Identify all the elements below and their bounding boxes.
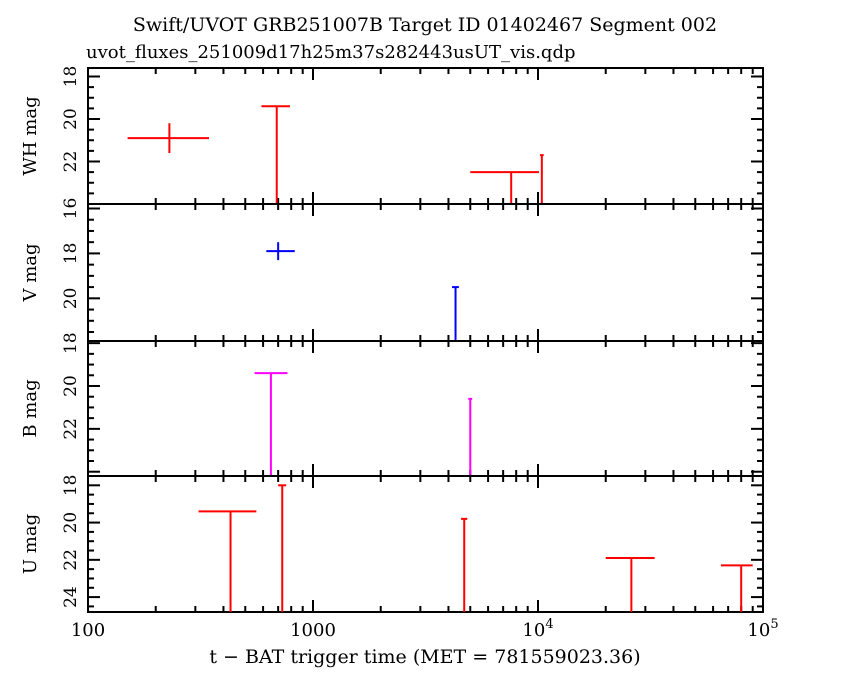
y-tick-label-v: 16 [61, 198, 81, 220]
y-tick-label-wh: 22 [61, 151, 81, 173]
data-point-b-1 [254, 372, 288, 476]
y-axis-label-b: B mag [20, 379, 41, 437]
data-point-wh-4 [539, 154, 544, 204]
y-axis-label-wh: WH mag [20, 96, 41, 175]
y-tick-label-v: 20 [61, 288, 81, 310]
y-tick-label-wh: 20 [61, 108, 81, 130]
y-tick-label-u: 18 [61, 474, 81, 496]
data-point-u-2 [278, 484, 287, 612]
data-point-v-1 [266, 242, 295, 261]
panel-wh-frame [87, 67, 764, 205]
y-tick-label-b: 22 [61, 418, 81, 440]
data-point-v-2 [452, 286, 459, 341]
y-tick-label-u: 22 [61, 549, 81, 571]
x-tick-label: 1000 [290, 620, 336, 641]
data-point-wh-2 [261, 105, 290, 204]
y-tick-label-u: 24 [61, 586, 81, 608]
data-point-b-2 [468, 397, 473, 476]
panel-wh: 18 20 22 WH mag [20, 66, 764, 205]
y-axis-label-v: V mag [20, 243, 41, 302]
y-tick-label-wh: 18 [61, 66, 81, 88]
chart-title: Swift/UVOT GRB251007B Target ID 01402467… [133, 14, 717, 36]
x-tick-label: 104 [522, 617, 553, 641]
panel-u: 18 20 22 24 U mag [20, 474, 764, 613]
x-tick-label: 100 [71, 620, 105, 641]
panel-b: 18 20 22 B mag [20, 332, 764, 477]
chart-subtitle: uvot_fluxes_251009d17h25m37s282443usUT_v… [86, 42, 576, 63]
x-tick-label: 105 [747, 617, 778, 641]
y-tick-label-b: 18 [61, 332, 81, 354]
panel-u-frame [87, 475, 764, 613]
x-tick-exponent: 4 [545, 617, 553, 632]
y-tick-label-v: 18 [61, 243, 81, 265]
panel-v-frame [87, 203, 764, 342]
panel-b-frame [87, 340, 764, 477]
x-tick-exponent: 5 [770, 617, 778, 632]
panels: 18 20 22 WH mag 16 18 20 V mag 18 20 22 B mag 18 20 22… [20, 66, 764, 613]
data-point-wh-3 [470, 171, 539, 204]
data-point-wh-1 [127, 123, 210, 153]
x-axis-label: t − BAT trigger time (MET = 781559023.36… [209, 646, 640, 668]
y-axis-label-u: U mag [20, 514, 41, 574]
x-axis: 100 1000 104 105 [71, 617, 779, 641]
data-point-u-1 [198, 510, 257, 612]
data-point-u-4 [605, 556, 655, 612]
data-point-u-5 [720, 564, 753, 612]
y-tick-label-u: 20 [61, 512, 81, 534]
panel-v: 16 18 20 V mag [20, 198, 764, 342]
y-tick-label-b: 20 [61, 375, 81, 397]
data-point-u-3 [461, 517, 468, 612]
